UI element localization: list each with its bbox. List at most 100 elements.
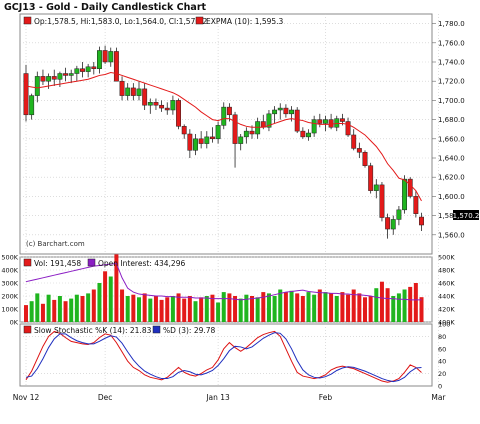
candle-body xyxy=(277,107,283,111)
x-tick-label: Nov 12 xyxy=(13,393,40,402)
volume-bar xyxy=(408,286,413,322)
stochastic-y-tick-label: 40 xyxy=(438,358,446,366)
oi-y-tick-label: 440K xyxy=(438,293,455,301)
volume-bar xyxy=(283,292,288,322)
stochastic-y-tick-label: 20 xyxy=(438,370,446,378)
price-y-tick-label: 1,580.0 xyxy=(438,212,465,220)
candle-body xyxy=(266,113,272,128)
volume-bar xyxy=(250,296,254,322)
oi-legend-swatch xyxy=(87,258,96,267)
candle-body xyxy=(306,132,311,138)
stochastic-y-tick-label: 100 xyxy=(438,321,450,329)
candle-body xyxy=(74,68,80,74)
candle-body xyxy=(368,165,374,191)
candle-body xyxy=(193,138,198,151)
candle-body xyxy=(339,118,345,122)
volume-bar xyxy=(323,292,328,322)
volume-bar xyxy=(131,294,136,322)
stochastic-y-tick-label: 0 xyxy=(438,383,442,391)
ohlc-legend-text: Op:1,578.5, Hi:1,583.0, Lo:1,564.0, Cl:1… xyxy=(34,17,207,26)
volume-y-tick-label: 0K xyxy=(10,319,19,327)
volume-bar xyxy=(385,288,390,322)
candle-body xyxy=(159,104,165,109)
volume-bar xyxy=(351,289,356,322)
candle-body xyxy=(187,133,193,151)
oi-y-tick-label: 460K xyxy=(438,280,455,288)
candle-body xyxy=(136,88,142,96)
x-tick-label: Dec xyxy=(98,393,113,402)
candle-body xyxy=(57,73,63,80)
candle-body xyxy=(181,126,187,135)
volume-bar xyxy=(46,294,51,322)
volume-y-tick-label: 100K xyxy=(1,306,18,314)
volume-y-tick-label: 400K xyxy=(1,267,18,275)
candlesticks xyxy=(23,45,424,239)
candle-body xyxy=(323,119,328,124)
candle-body xyxy=(272,109,278,115)
volume-bar xyxy=(29,301,34,322)
volume-bar xyxy=(80,296,85,322)
price-panel-frame xyxy=(19,13,433,255)
volume-bar xyxy=(170,296,175,322)
candle-body xyxy=(402,178,408,211)
volume-bar xyxy=(74,294,79,322)
candle-body xyxy=(108,51,114,63)
volume-bar xyxy=(221,292,226,322)
price-y-tick-label: 1,640.0 xyxy=(438,155,465,163)
indicator-lines xyxy=(25,72,422,383)
volume-bar xyxy=(108,276,113,322)
volume-bar xyxy=(255,297,260,322)
volume-bar xyxy=(199,297,204,322)
volume-bar xyxy=(238,298,243,322)
price-y-tick-label: 1,620.0 xyxy=(438,174,465,182)
k-legend-text: Slow Stochastic %K (14): 21.83 xyxy=(34,326,152,335)
candle-body xyxy=(85,66,91,72)
candle-body xyxy=(294,109,300,132)
volume-bar xyxy=(306,292,311,322)
candle-body xyxy=(51,76,57,80)
candle-body xyxy=(147,102,153,106)
price-y-tick-label: 1,600.0 xyxy=(438,193,465,201)
x-tick-label: Feb xyxy=(319,393,333,402)
volume-bar xyxy=(357,293,362,322)
volume-bar xyxy=(159,299,164,322)
oi-y-tick-label: 420K xyxy=(438,306,455,314)
candle-body xyxy=(379,184,385,218)
candle-body xyxy=(80,68,85,72)
volume-bar xyxy=(289,290,294,322)
candle-body xyxy=(46,76,52,82)
volume-y-tick-label: 200K xyxy=(1,293,18,301)
candle-body xyxy=(113,51,119,82)
candle-body xyxy=(311,119,317,134)
last-price-label: 1,570.2 xyxy=(453,212,480,220)
candle-body xyxy=(356,148,362,153)
price-y-tick-label: 1,700.0 xyxy=(438,97,465,105)
volume-bar xyxy=(35,293,40,322)
oi-y-tick-label: 500K xyxy=(438,254,455,262)
candle-body xyxy=(68,73,74,76)
volume-bar xyxy=(176,293,181,322)
volume-bar xyxy=(272,296,277,322)
volume-bar xyxy=(182,298,187,322)
price-y-tick-label: 1,560.0 xyxy=(438,231,465,239)
volume-bar xyxy=(227,293,232,322)
candle-body xyxy=(210,136,215,140)
volume-bar xyxy=(346,294,351,322)
candle-body xyxy=(102,50,108,63)
candle-body xyxy=(170,100,176,111)
candle-body xyxy=(23,73,29,116)
x-tick-label: Jan 13 xyxy=(205,393,230,402)
volume-bar xyxy=(379,281,384,322)
stochastic-d-line xyxy=(25,332,422,383)
volume-bar xyxy=(142,293,147,322)
ema-legend-text: EXPMA (10): 1,595.3 xyxy=(206,17,284,26)
candle-body xyxy=(34,76,40,96)
volume-bar xyxy=(402,289,407,322)
d-legend-swatch xyxy=(152,325,161,334)
candle-body xyxy=(215,125,221,140)
candle-body xyxy=(243,130,249,138)
candle-body xyxy=(198,138,204,144)
candle-body xyxy=(221,106,227,126)
volume-bar xyxy=(413,283,418,322)
